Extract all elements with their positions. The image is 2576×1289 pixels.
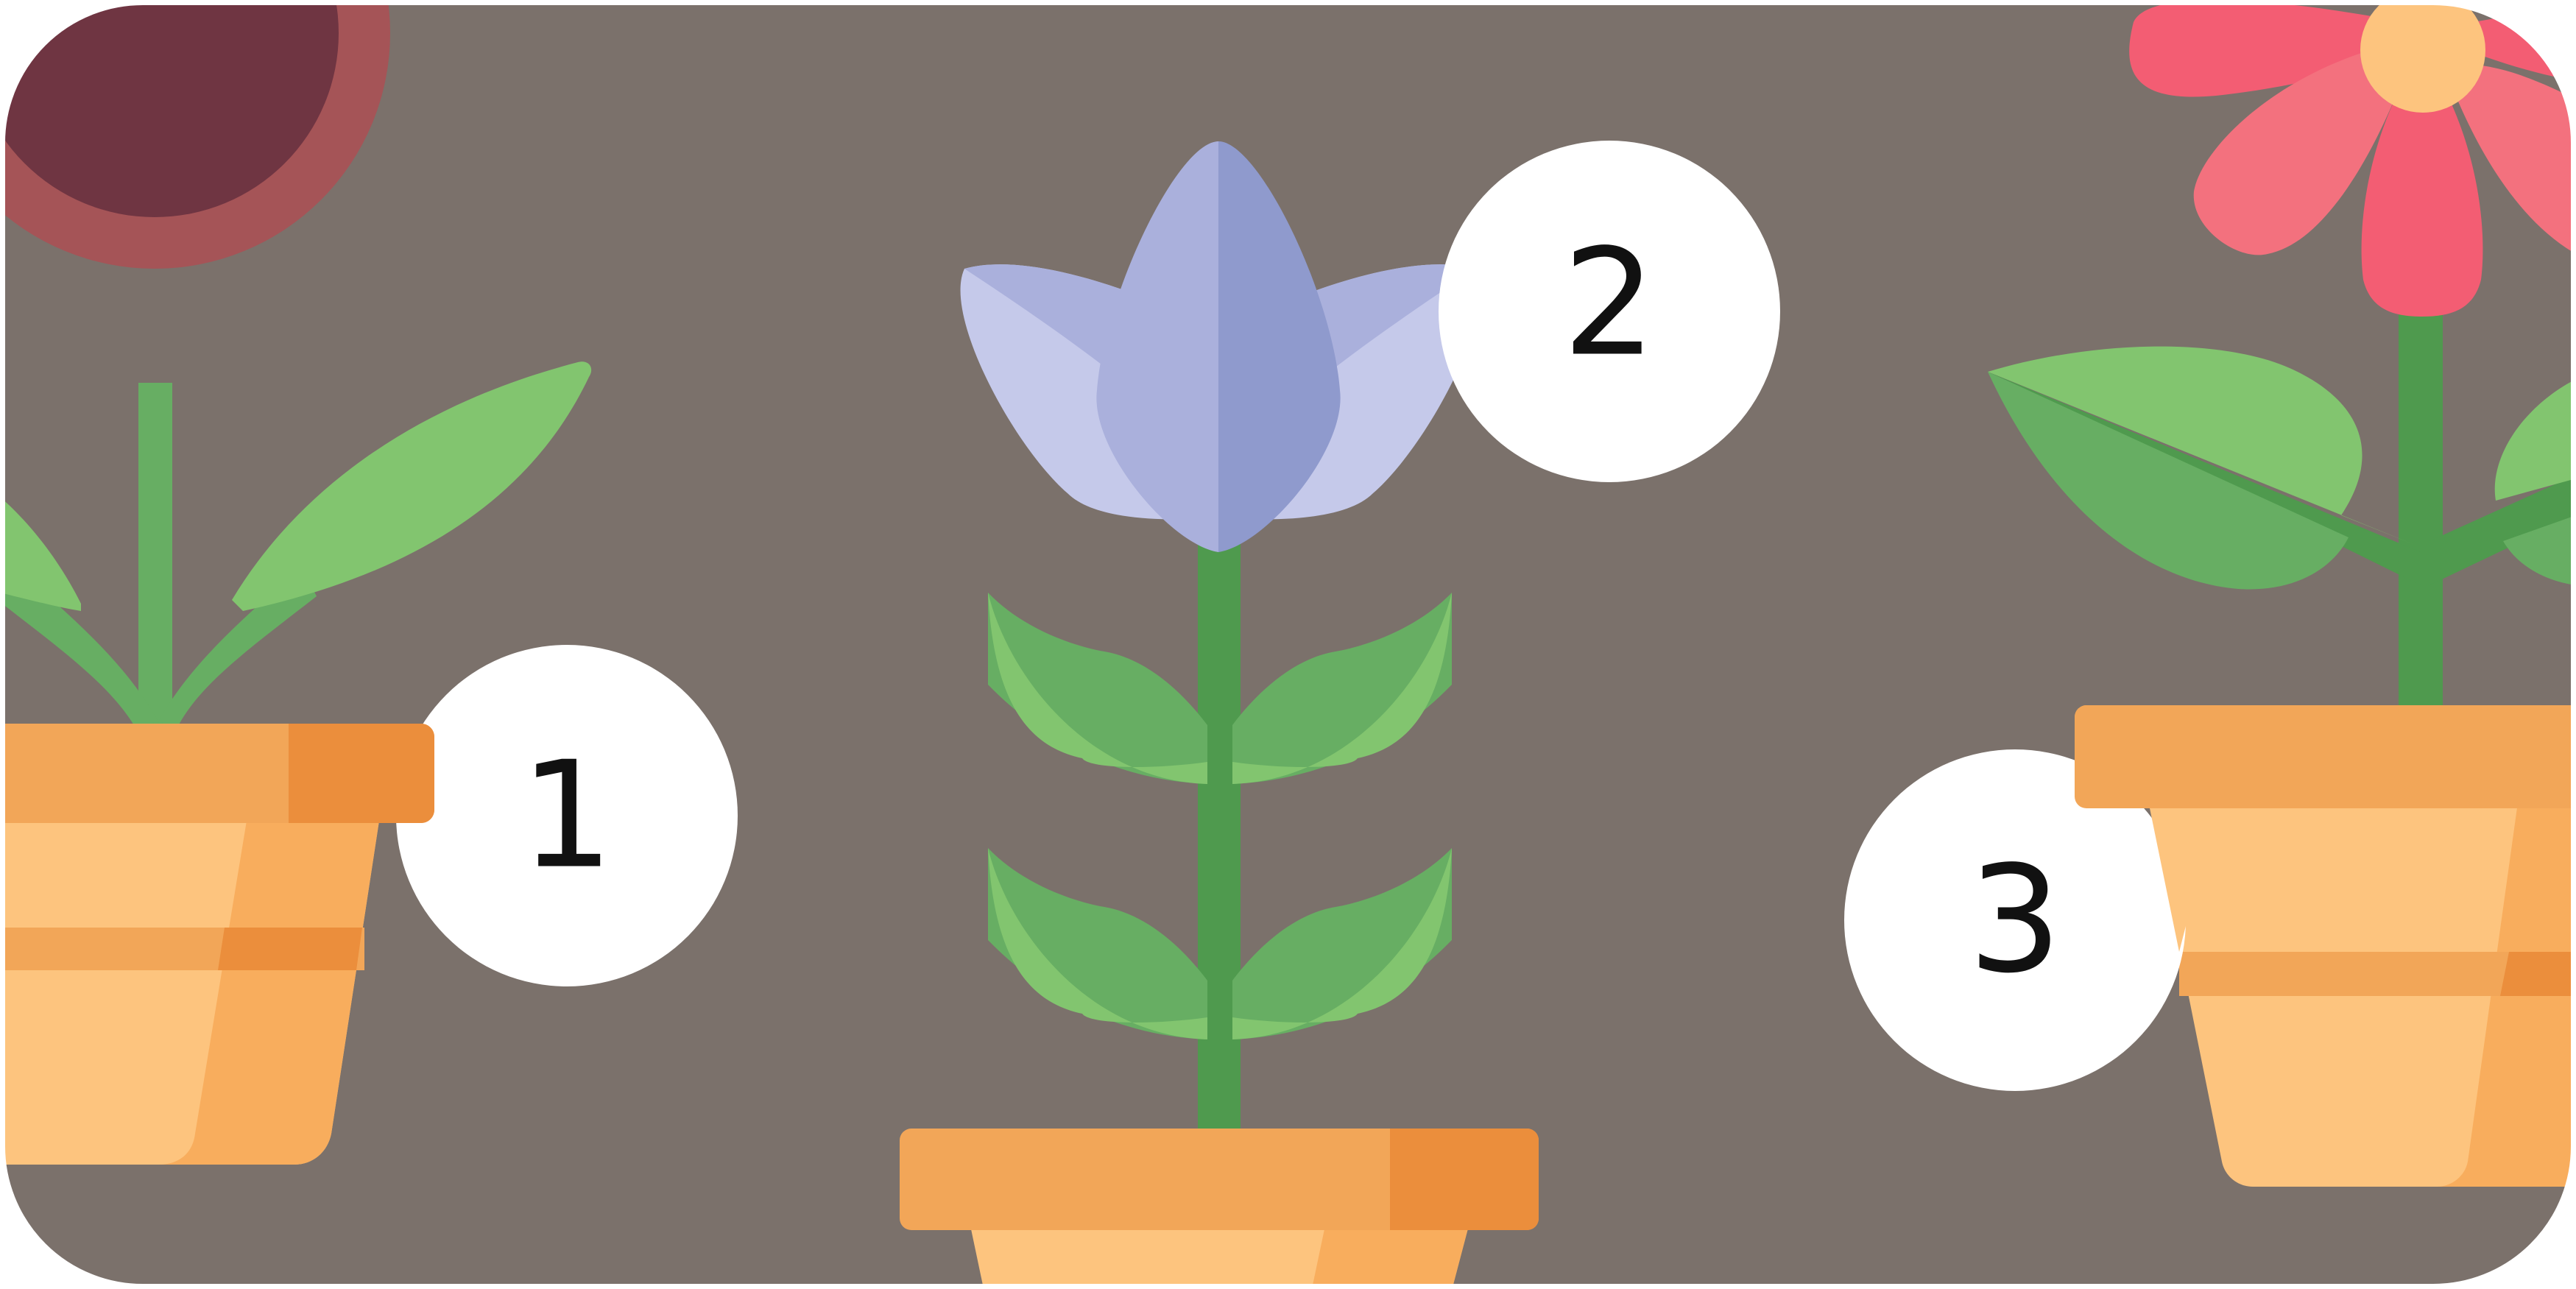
bellflower-bloom: [960, 141, 1481, 552]
badge-2: 2: [1439, 141, 1780, 482]
daisy-leaf-left: [1988, 346, 2415, 545]
daisy-leaf-right: [2494, 379, 2573, 501]
bellflower-pot-rim: [900, 1129, 1539, 1230]
bellflower-leaves-lower: [988, 848, 1452, 1039]
badge-3-circle: [1844, 749, 2186, 1091]
badge-2-circle: [1439, 141, 1780, 482]
daisy-petals: [2129, 3, 2573, 317]
badge-3: 3: [1844, 749, 2186, 1091]
badge-2-number: 2: [1562, 218, 1656, 389]
card-background: [3, 3, 2573, 1286]
sunflower-center-inner: [3, 3, 339, 217]
badge-3-number: 3: [1968, 835, 2061, 1006]
sunflower-leaf-left: [3, 497, 81, 611]
daisy-pot-front: [2075, 705, 2573, 952]
bellflower-stem: [1198, 515, 1241, 1178]
daisy-center: [2360, 3, 2485, 113]
bellflower-plant: [900, 141, 1539, 1286]
sunflower-leaf-right: [232, 361, 592, 611]
bellflower-leaves-upper: [988, 593, 1452, 784]
badge-1: 1: [396, 645, 738, 986]
sunflower-stem: [3, 383, 317, 729]
bellflower-pot: [900, 1129, 1539, 1286]
badge-1-circle: [396, 645, 738, 986]
sunflower-pot-front: [3, 724, 434, 823]
daisy-plant: [1988, 3, 2573, 1187]
badge-1-number: 1: [520, 730, 613, 902]
